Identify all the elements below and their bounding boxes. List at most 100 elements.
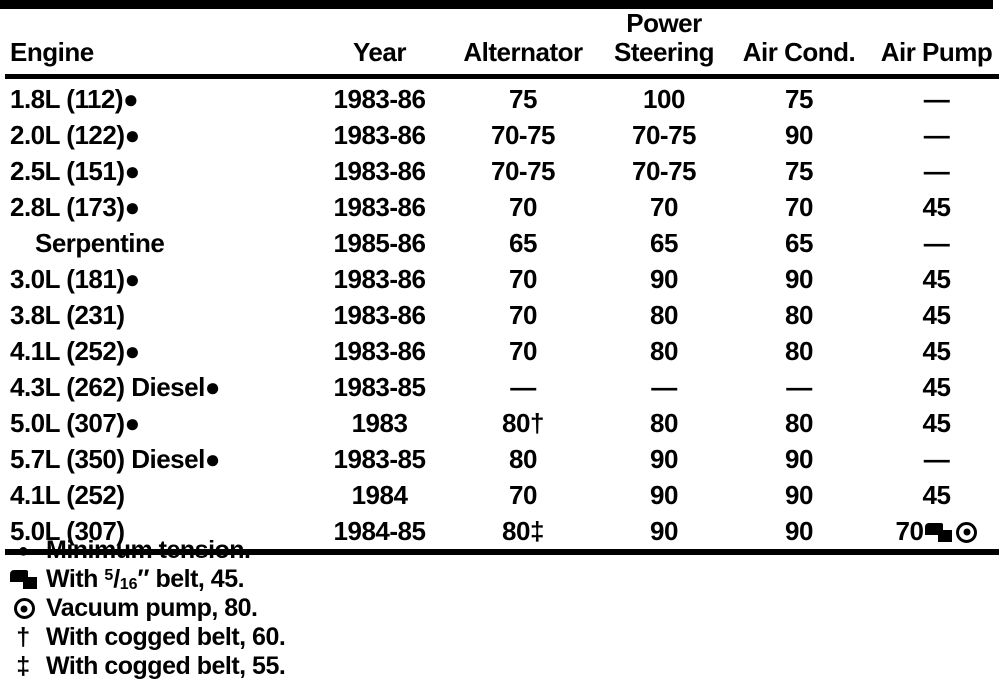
footnote-text-after: ″ belt, 45. xyxy=(137,565,245,593)
bullet-icon: ● xyxy=(0,541,46,561)
cell-alternator: 80‡ xyxy=(442,513,604,556)
cell-engine: 2.8L (173)● xyxy=(10,191,140,222)
circled-dot-icon xyxy=(13,598,35,619)
table-body: 1.8L (112)● 1983-86 75 100 75 — 2.0L (122)● 198… xyxy=(5,77,999,556)
table-row: 1.8L (112)● 1983-86 75 100 75 — xyxy=(5,77,999,118)
footnote-text: Minimum tension. xyxy=(46,536,251,564)
table-row: 3.8L (231) 1983-86 70 80 80 45 xyxy=(5,297,999,333)
cell-engine: 4.1L (252)● xyxy=(10,335,140,366)
cell-alternator: 65 xyxy=(509,227,537,258)
cell-year: 1983-86 xyxy=(333,119,426,150)
cell-power-steering: 90 xyxy=(650,263,678,294)
cell-alternator: — xyxy=(510,371,536,402)
header-row: Engine Year Alternator Power Steering Ai… xyxy=(5,9,999,80)
cell-power-steering: 70 xyxy=(650,191,678,222)
col-header-year: Year xyxy=(317,9,442,80)
col-header-alternator: Alternator xyxy=(442,9,604,80)
fraction-numerator: 5 xyxy=(104,567,114,585)
cell-year: 1983-85 xyxy=(333,443,426,474)
cell-engine: 1.8L (112)● xyxy=(10,83,139,114)
cell-year: 1983-86 xyxy=(333,335,426,366)
bullet-glyph: ● xyxy=(17,539,29,562)
cell-air-pump: — xyxy=(923,227,950,258)
cell-air-cond: 90 xyxy=(785,479,813,510)
cell-value: 70 xyxy=(895,515,924,546)
cell-air-pump: 45 xyxy=(922,479,951,510)
footnote-text: With cogged belt, 55. xyxy=(46,652,286,680)
cell-air-pump: 70 xyxy=(874,513,999,556)
cell-air-pump: 45 xyxy=(922,191,951,222)
cell-engine: 5.0L (307) xyxy=(5,513,317,556)
cell-power-steering: 90 xyxy=(604,513,724,556)
footnote-cogged-belt-60: † With cogged belt, 60. xyxy=(0,623,1008,652)
cell-alternator: 80† xyxy=(502,407,544,438)
cell-engine: 3.0L (181)● xyxy=(10,263,140,294)
cell-power-steering: 80 xyxy=(650,335,678,366)
cell-alternator: 70 xyxy=(509,263,537,294)
cell-air-cond: 65 xyxy=(785,227,813,258)
cell-alternator: 70 xyxy=(509,299,537,330)
cell-power-steering: 70-75 xyxy=(632,155,697,186)
cell-year: 1984-85 xyxy=(317,513,442,556)
footnote-cogged-belt-55: ‡ With cogged belt, 55. xyxy=(0,652,1008,681)
col-header-power-steering: Power Steering xyxy=(604,9,724,80)
cell-air-cond: 80 xyxy=(785,299,813,330)
footnote-minimum-tension: ● Minimum tension. xyxy=(0,536,1008,565)
cell-air-cond: 90 xyxy=(785,443,813,474)
cell-air-cond: 80 xyxy=(785,335,813,366)
cell-alternator: 70-75 xyxy=(491,155,556,186)
cell-year: 1983-86 xyxy=(333,263,426,294)
cell-engine: 2.5L (151)● xyxy=(10,155,140,186)
table-row: 2.8L (173)● 1983-86 70 70 70 45 xyxy=(5,189,999,225)
table-row: 4.3L (262) Diesel● 1983-85 — — — 45 xyxy=(5,369,999,405)
cell-year: 1983-86 xyxy=(333,191,426,222)
cell-air-pump: 45 xyxy=(922,371,951,402)
cell-alternator: 70 xyxy=(509,335,537,366)
col-header-engine: Engine xyxy=(5,9,317,80)
cell-air-pump: 45 xyxy=(922,407,951,438)
cell-alternator: 75 xyxy=(509,83,537,114)
cell-air-pump: 45 xyxy=(922,335,951,366)
overlapping-squares-icon xyxy=(925,522,954,542)
cell-year: 1983-85 xyxy=(333,371,426,402)
cell-engine: 5.0L (307)● xyxy=(10,407,140,438)
cell-power-steering: 80 xyxy=(650,407,678,438)
table-row: 4.1L (252)● 1983-86 70 80 80 45 xyxy=(5,333,999,369)
cell-engine: Serpentine xyxy=(35,227,165,258)
cell-air-cond: 75 xyxy=(785,83,813,114)
table-row: 5.0L (307)● 1983 80† 80 80 45 xyxy=(5,405,999,441)
cell-power-steering: 65 xyxy=(650,227,678,258)
cell-air-pump: — xyxy=(923,83,950,114)
cell-air-cond: 90 xyxy=(724,513,874,556)
cell-engine: 5.7L (350) Diesel● xyxy=(10,443,221,474)
overlapping-squares-icon xyxy=(9,570,39,589)
top-rule xyxy=(0,0,993,9)
cell-year: 1984 xyxy=(351,479,408,510)
cell-year: 1983-86 xyxy=(333,299,426,330)
cell-alternator: 70-75 xyxy=(491,119,556,150)
footnotes: ● Minimum tension. With 5/16″ belt, 45. … xyxy=(0,536,1008,681)
table-row: 3.0L (181)● 1983-86 70 90 90 45 xyxy=(5,261,999,297)
cell-power-steering: 70-75 xyxy=(632,119,697,150)
cell-power-steering: 90 xyxy=(650,443,678,474)
cell-year: 1983-86 xyxy=(333,155,426,186)
cell-power-steering: — xyxy=(651,371,677,402)
footnote-text: Vacuum pump, 80. xyxy=(46,594,258,622)
cell-year: 1985-86 xyxy=(333,227,426,258)
footnote-vacuum-pump: Vacuum pump, 80. xyxy=(0,594,1008,623)
cell-air-pump: 45 xyxy=(922,299,951,330)
cell-engine: 2.0L (122)● xyxy=(10,119,140,150)
cell-air-cond: 75 xyxy=(785,155,813,186)
cell-engine: 3.8L (231) xyxy=(10,299,125,330)
cell-year: 1983 xyxy=(351,407,408,438)
cell-air-pump: — xyxy=(923,443,950,474)
cell-year: 1983-86 xyxy=(333,83,426,114)
table-row: 2.0L (122)● 1983-86 70-75 70-75 90 — xyxy=(5,117,999,153)
footnote-belt-size: With 5/16″ belt, 45. xyxy=(0,565,1008,594)
cell-alternator: 70 xyxy=(509,191,537,222)
cell-alternator: 80 xyxy=(509,443,537,474)
cell-air-cond: 80 xyxy=(785,407,813,438)
footnote-text-before: With xyxy=(46,565,105,593)
cell-air-pump: — xyxy=(923,119,950,150)
